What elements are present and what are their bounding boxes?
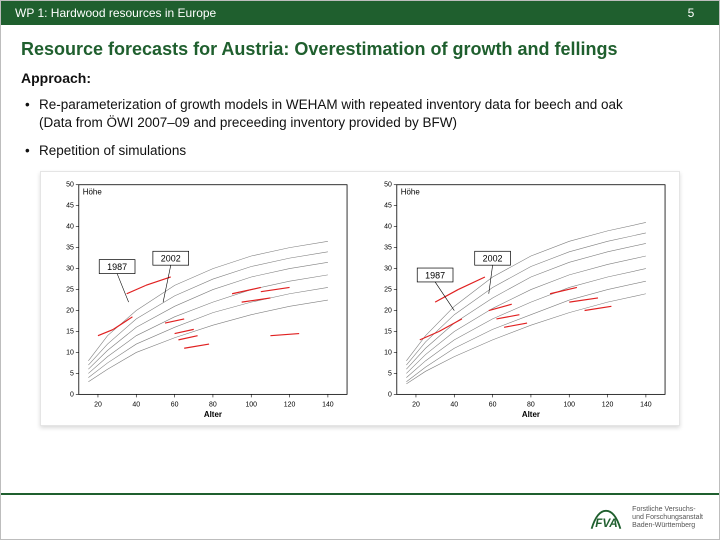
svg-text:15: 15 [66,328,74,335]
svg-text:0: 0 [388,391,392,398]
page-number: 5 [663,1,719,25]
approach-heading: Approach: [21,70,699,86]
svg-text:25: 25 [66,286,74,293]
svg-text:5: 5 [388,370,392,377]
bullet-dot: • [25,96,39,132]
page-title: Resource forecasts for Austria: Overesti… [21,39,699,60]
svg-text:40: 40 [450,401,458,408]
line-chart: 0 5 10 15 20 25 30 35 40 45 50 20 40 60 80 100 120 140 Alt… [365,176,673,421]
svg-text:40: 40 [132,401,140,408]
svg-text:15: 15 [384,328,392,335]
svg-text:2002: 2002 [483,253,503,263]
svg-text:40: 40 [66,223,74,230]
svg-text:2002: 2002 [161,253,181,263]
svg-text:20: 20 [384,307,392,314]
header-title: WP 1: Hardwood resources in Europe [1,1,663,25]
svg-text:10: 10 [384,349,392,356]
svg-text:120: 120 [284,401,296,408]
svg-text:40: 40 [384,223,392,230]
svg-text:Höhe: Höhe [401,187,421,196]
list-item: • Repetition of simulations [25,142,699,160]
svg-text:120: 120 [602,401,614,408]
svg-text:100: 100 [563,401,575,408]
svg-text:60: 60 [171,401,179,408]
bullet-list: • Re-parameterization of growth models i… [25,96,699,161]
footer-divider [1,493,719,495]
fva-logo: FVA Forstliche Versuchs- und Forschungsa… [588,503,703,533]
svg-text:50: 50 [384,181,392,188]
svg-text:35: 35 [384,244,392,251]
svg-text:20: 20 [94,401,102,408]
bullet-dot: • [25,142,39,160]
line-chart: 0 5 10 15 20 25 30 35 40 45 50 20 40 60 80 100 120 140 Alt… [47,176,355,421]
svg-text:80: 80 [209,401,217,408]
svg-text:20: 20 [66,307,74,314]
growth-chart-left: 0 5 10 15 20 25 30 35 40 45 50 20 40 60 80 100 120 140 Alt… [47,176,355,421]
header-bar: WP 1: Hardwood resources in Europe 5 [1,1,719,25]
svg-text:140: 140 [640,401,652,408]
svg-text:60: 60 [489,401,497,408]
slide: WP 1: Hardwood resources in Europe 5 Res… [0,0,720,540]
logo-subtitle: Forstliche Versuchs- und Forschungsansta… [632,506,703,530]
svg-text:45: 45 [384,202,392,209]
bullet-text: Repetition of simulations [39,142,186,160]
svg-text:Alter: Alter [522,410,540,419]
svg-text:35: 35 [66,244,74,251]
svg-text:1987: 1987 [107,262,127,272]
growth-chart-right: 0 5 10 15 20 25 30 35 40 45 50 20 40 60 80 100 120 140 Alt… [365,176,673,421]
svg-text:Höhe: Höhe [83,187,103,196]
svg-text:20: 20 [412,401,420,408]
bullet-text: Re-parameterization of growth models in … [39,96,623,132]
svg-text:FVA: FVA [595,517,618,530]
svg-text:10: 10 [66,349,74,356]
svg-text:5: 5 [70,370,74,377]
svg-text:50: 50 [66,181,74,188]
chart-container: 0510152025303540455020406080100120140Alt… [40,171,680,426]
list-item: • Re-parameterization of growth models i… [25,96,699,132]
svg-text:1987: 1987 [425,270,445,280]
svg-text:100: 100 [245,401,257,408]
svg-text:0: 0 [70,391,74,398]
svg-text:80: 80 [527,401,535,408]
svg-text:45: 45 [66,202,74,209]
svg-text:Alter: Alter [204,410,222,419]
svg-text:30: 30 [66,265,74,272]
logo-icon: FVA [588,503,624,533]
svg-text:140: 140 [322,401,334,408]
svg-text:25: 25 [384,286,392,293]
svg-text:30: 30 [384,265,392,272]
